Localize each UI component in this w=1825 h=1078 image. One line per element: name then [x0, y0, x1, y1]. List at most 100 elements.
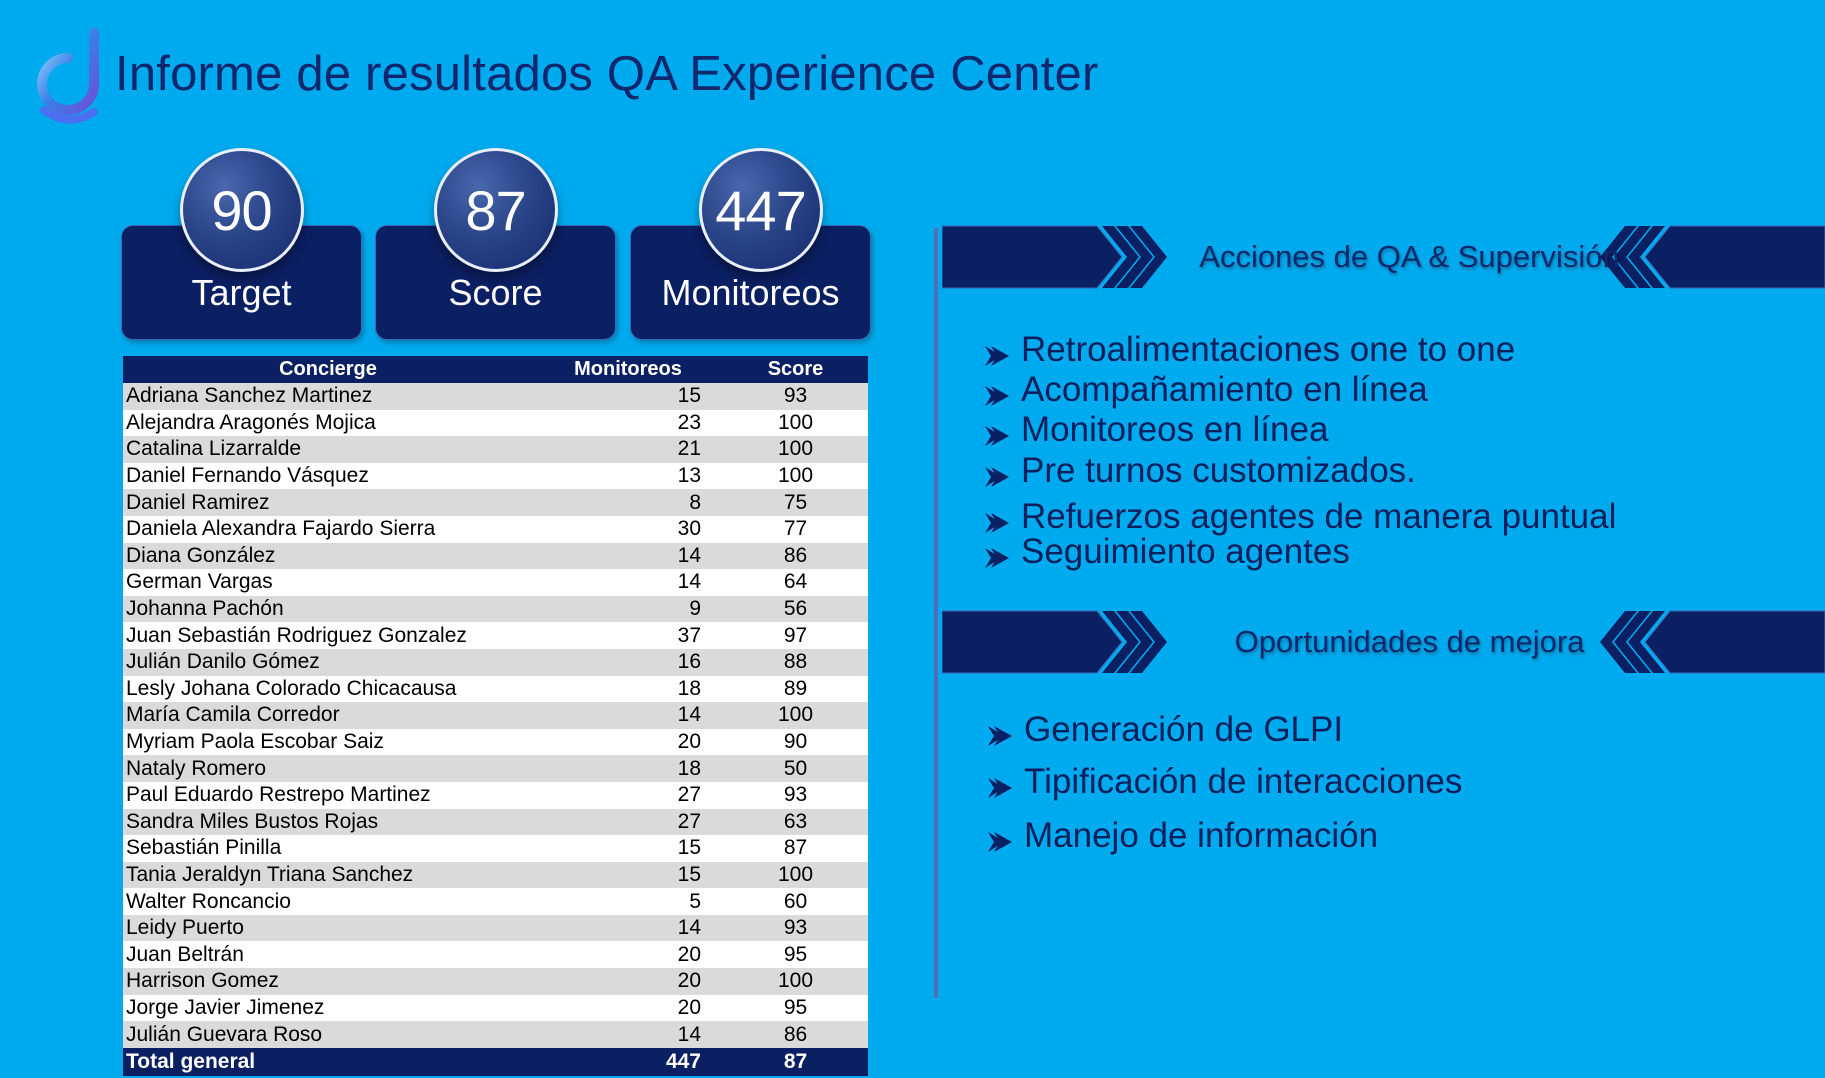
monitoreos-cell: 14	[533, 542, 723, 570]
monitoreos-cell: 20	[533, 941, 723, 969]
monitoreos-cell: 23	[533, 409, 723, 437]
score-cell: 77	[723, 515, 868, 543]
score-cell: 100	[723, 436, 868, 463]
kpi-label: Monitoreos	[661, 272, 840, 313]
score-cell: 100	[723, 968, 868, 995]
list-item-text: Manejo de información	[1024, 816, 1379, 855]
concierge-cell: Lesly Johana Colorado Chicacausa	[123, 675, 533, 703]
table-row: Diana González 14 86	[123, 542, 868, 570]
table-row: Jorge Javier Jimenez 20 95	[123, 994, 868, 1022]
column-header-concierge: Concierge	[123, 356, 533, 383]
monitoreos-cell: 8	[533, 489, 723, 516]
score-cell: 86	[723, 542, 868, 570]
concierge-cell: Daniela Alexandra Fajardo Sierra	[123, 515, 533, 543]
score-cell: 100	[723, 702, 868, 729]
concierge-cell: Sebastián Pinilla	[123, 835, 533, 862]
table-row: Daniela Alexandra Fajardo Sierra 30 77	[123, 515, 868, 543]
table-row: Harrison Gomez 20 100	[123, 968, 868, 995]
concierge-cell: Adriana Sanchez Martinez	[123, 383, 533, 410]
table-row: Juan Beltrán 20 95	[123, 941, 868, 969]
column-header-monitoreos: Monitoreos	[533, 356, 723, 383]
section-banner-oportunidades: Oportunidades de mejora	[942, 609, 1825, 679]
concierge-cell: Harrison Gomez	[123, 968, 533, 995]
table-header-row: Concierge Monitoreos Score	[123, 356, 868, 383]
concierge-cell: Paul Eduardo Restrepo Martinez	[123, 781, 533, 809]
table-row: Daniel Ramirez 8 75	[123, 489, 868, 516]
kpi-monitoreos: Monitoreos 447	[630, 148, 871, 340]
table-body: Adriana Sanchez Martinez 15 93 Alejandra Ar…	[123, 383, 868, 1076]
section-title: Acciones de QA & Supervisión	[1199, 239, 1620, 274]
concierge-cell: Julián Guevara Roso	[123, 1021, 533, 1048]
kpi-value: 90	[211, 178, 272, 242]
concierge-cell: Sandra Miles Bustos Rojas	[123, 808, 533, 836]
table-row: Adriana Sanchez Martinez 15 93	[123, 383, 868, 410]
score-cell: 86	[723, 1021, 868, 1048]
kpi-label: Target	[191, 272, 292, 313]
chevron-right-icon	[983, 338, 1011, 366]
score-cell: 87	[723, 835, 868, 862]
concierge-cell: Juan Beltrán	[123, 941, 533, 969]
monitoreos-cell: 14	[533, 569, 723, 596]
kpi-value: 447	[715, 178, 806, 242]
kpi-value: 87	[465, 178, 526, 242]
banner-chevrons	[942, 225, 1825, 289]
table-row: Sandra Miles Bustos Rojas 27 63	[123, 808, 868, 836]
score-cell: 93	[723, 383, 868, 410]
score-cell: 100	[723, 861, 868, 889]
monitoreos-cell: 30	[533, 515, 723, 543]
concierge-cell: Nataly Romero	[123, 755, 533, 782]
chevron-right-icon	[986, 824, 1014, 852]
table-row: Daniel Fernando Vásquez 13 100	[123, 462, 868, 490]
monitoreos-cell: 27	[533, 781, 723, 809]
kpi-score: Score 87	[375, 148, 616, 340]
chevron-right-icon	[983, 459, 1011, 487]
list-item-text: Monitoreos en línea	[1021, 410, 1329, 449]
score-cell: 95	[723, 941, 868, 969]
total-monitoreos-cell: 447	[533, 1047, 723, 1076]
table-row: Juan Sebastián Rodriguez Gonzalez 37 97	[123, 622, 868, 649]
table-row: Walter Roncancio 5 60	[123, 888, 868, 915]
concierge-cell: Catalina Lizarralde	[123, 436, 533, 463]
monitoreos-cell: 13	[533, 462, 723, 490]
concierge-cell: Johanna Pachón	[123, 595, 533, 623]
total-score-cell: 87	[723, 1047, 868, 1076]
table-row: Johanna Pachón 9 56	[123, 595, 868, 623]
score-cell: 60	[723, 888, 868, 915]
monitoreos-cell: 18	[533, 755, 723, 782]
monitoreos-cell: 16	[533, 648, 723, 676]
concierge-cell: Daniel Ramirez	[123, 489, 533, 516]
list-item-text: Pre turnos customizados.	[1021, 451, 1416, 490]
table-row: Sebastián Pinilla 15 87	[123, 835, 868, 862]
chevron-right-icon	[983, 418, 1011, 446]
vertical-divider	[934, 228, 938, 998]
concierge-cell: Myriam Paola Escobar Saiz	[123, 728, 533, 756]
monitoreos-cell: 20	[533, 968, 723, 995]
table-row: Tania Jeraldyn Triana Sanchez 15 100	[123, 861, 868, 889]
concierge-cell: Alejandra Aragonés Mojica	[123, 409, 533, 437]
table-row: Nataly Romero 18 50	[123, 755, 868, 782]
monitoreos-cell: 9	[533, 595, 723, 623]
monitoreos-cell: 14	[533, 1021, 723, 1048]
page-title: Informe de resultados QA Experience Cent…	[115, 47, 1099, 101]
score-cell: 93	[723, 914, 868, 942]
monitoreos-cell: 15	[533, 861, 723, 889]
score-cell: 90	[723, 728, 868, 756]
section-banner-acciones: Acciones de QA & Supervisión	[942, 224, 1825, 294]
column-header-score: Score	[723, 356, 868, 383]
concierge-cell: Walter Roncancio	[123, 888, 533, 915]
table-row: Leidy Puerto 14 93	[123, 914, 868, 942]
score-cell: 89	[723, 675, 868, 703]
score-cell: 100	[723, 462, 868, 490]
kpi-circle: 87	[433, 148, 558, 272]
score-cell: 75	[723, 489, 868, 516]
score-cell: 88	[723, 648, 868, 676]
table-row: Julián Guevara Roso 14 86	[123, 1021, 868, 1048]
table-row: Alejandra Aragonés Mojica 23 100	[123, 409, 868, 437]
monitoreos-cell: 14	[533, 914, 723, 942]
table-total-row: Total general 447 87	[123, 1047, 868, 1076]
monitoreos-cell: 21	[533, 436, 723, 463]
score-cell: 95	[723, 994, 868, 1022]
section-title: Oportunidades de mejora	[1234, 624, 1585, 659]
banner-chevrons	[942, 610, 1825, 674]
concierge-cell: Leidy Puerto	[123, 914, 533, 942]
